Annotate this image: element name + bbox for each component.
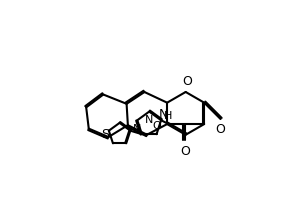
Text: N: N [133,124,142,134]
Text: O: O [152,121,161,131]
Text: O: O [180,145,190,158]
Text: O: O [182,75,192,88]
Text: N: N [159,108,169,121]
Text: H: H [164,111,173,121]
Text: N: N [145,115,153,125]
Text: S: S [101,128,110,141]
Text: O: O [216,123,226,136]
